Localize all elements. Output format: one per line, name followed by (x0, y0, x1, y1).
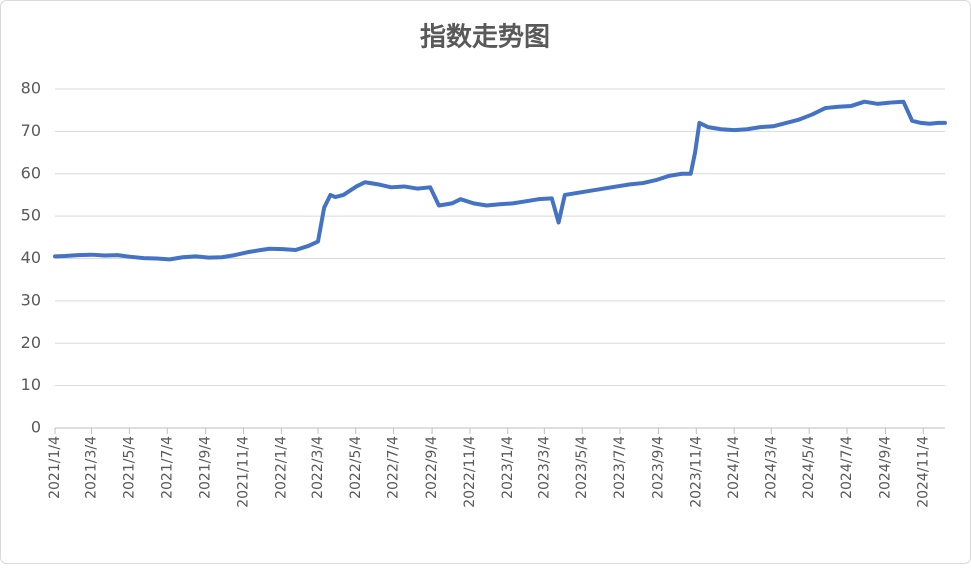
y-tick-label: 60 (21, 163, 41, 182)
x-tick-label: 2023/1/4 (500, 436, 516, 499)
x-tick-label: 2022/7/4 (386, 436, 402, 499)
x-tick-label: 2022/9/4 (424, 436, 440, 499)
x-tick-label: 2023/11/4 (688, 436, 704, 508)
y-tick-label: 30 (21, 290, 41, 309)
y-tick-label: 10 (21, 375, 41, 394)
x-tick-label: 2023/5/4 (574, 436, 590, 499)
y-tick-label: 20 (21, 333, 41, 352)
chart-title: 指数走势图 (420, 23, 550, 53)
x-tick-label: 2024/1/4 (726, 436, 742, 499)
x-tick-label: 2024/11/4 (915, 436, 931, 508)
data-line (53, 99, 947, 262)
x-tick-label: 2024/9/4 (877, 436, 893, 499)
x-tick-label: 2023/7/4 (612, 436, 628, 499)
x-tick-label: 2021/1/4 (47, 436, 63, 499)
x-tick-label: 2022/11/4 (462, 436, 478, 508)
x-tick-label: 2021/11/4 (236, 436, 252, 508)
x-tick-label: 2022/1/4 (273, 436, 289, 499)
x-tick-label: 2022/3/4 (310, 436, 326, 499)
y-tick-label: 50 (21, 206, 41, 225)
x-tick-label: 2022/5/4 (348, 436, 364, 499)
x-tick-label: 2024/3/4 (763, 436, 779, 499)
y-tick-label: 0 (31, 418, 41, 437)
x-tick-label: 2023/9/4 (650, 436, 666, 499)
x-tick-label: 2024/7/4 (839, 436, 855, 499)
x-tick-label: 2024/5/4 (801, 436, 817, 499)
x-tick-label: 2021/7/4 (159, 436, 175, 499)
y-tick-label: 40 (21, 248, 41, 267)
y-tick-label: 70 (21, 121, 41, 140)
x-tick-label: 2021/9/4 (198, 436, 214, 499)
y-tick-label: 80 (21, 79, 41, 98)
x-tick-label: 2021/3/4 (84, 436, 100, 499)
x-tick-label: 2021/5/4 (121, 436, 137, 499)
x-tick-label: 2023/3/4 (536, 436, 552, 499)
